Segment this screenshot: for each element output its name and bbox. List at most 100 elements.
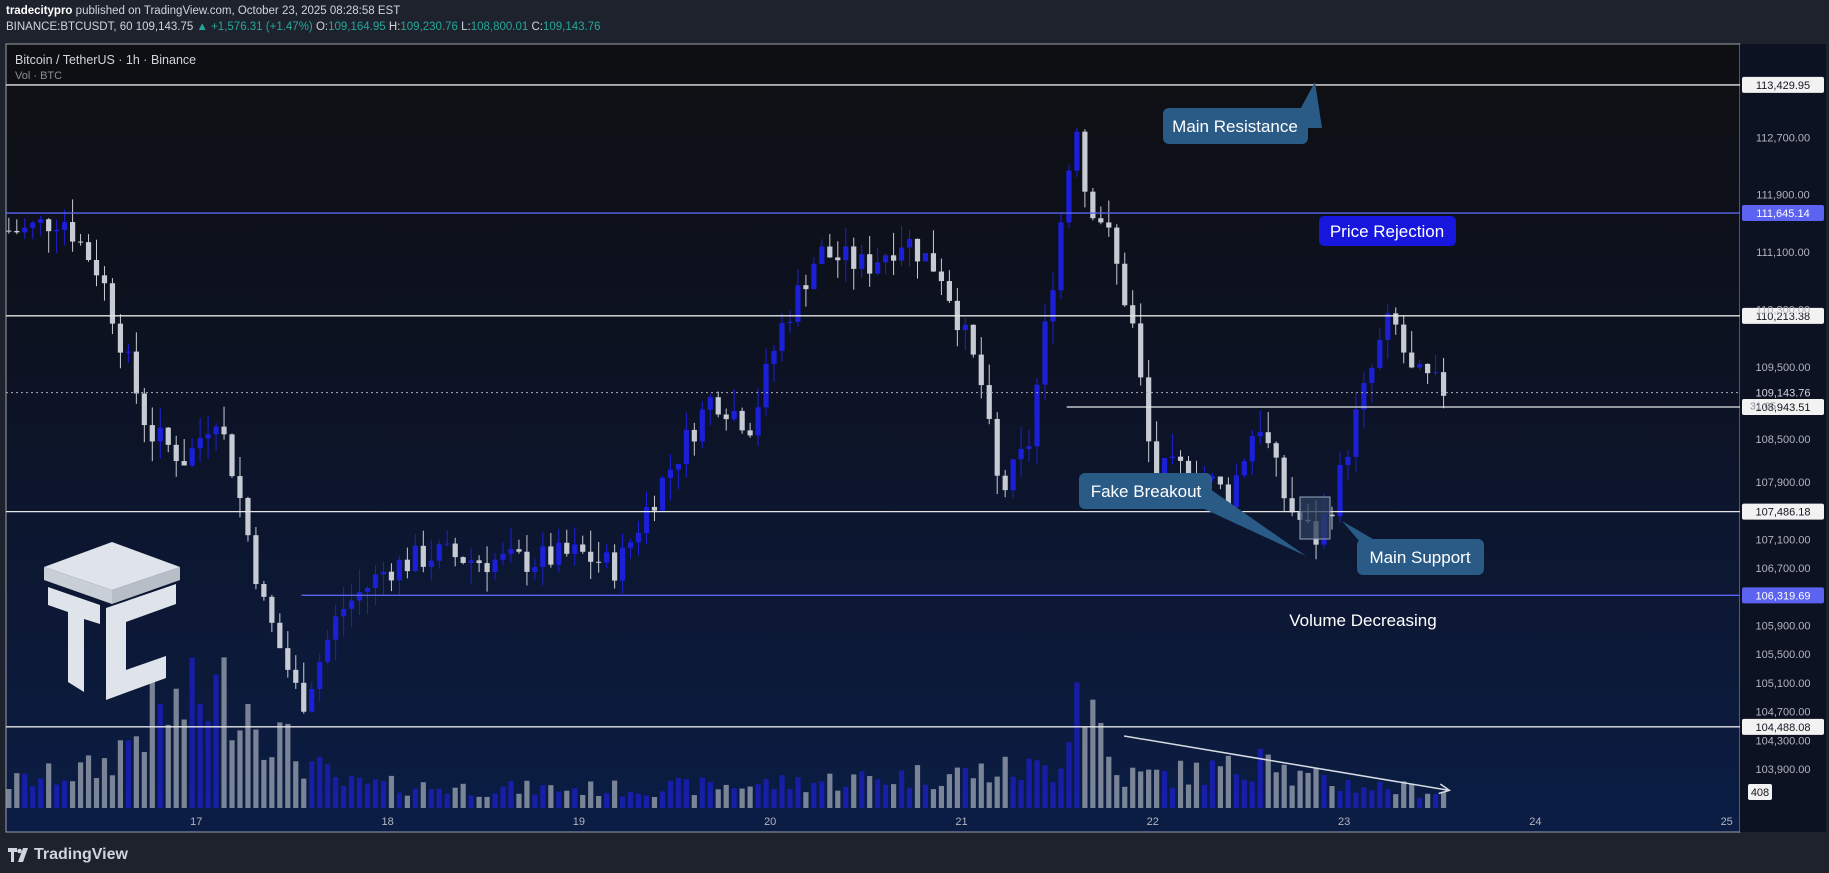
tradingview-logo[interactable]: TradingView <box>8 846 128 864</box>
volume-bar <box>229 740 235 808</box>
candle-body <box>500 553 506 560</box>
price-tick-label: 105,900.00 <box>1755 620 1810 632</box>
candle-body <box>301 682 307 712</box>
time-tick-label: 18 <box>381 816 393 828</box>
volume-bar <box>1034 760 1040 808</box>
candle-body <box>747 430 753 436</box>
volume-bar <box>380 780 387 808</box>
candle-body <box>596 561 602 563</box>
candle-body <box>309 688 315 712</box>
volume-bar <box>1321 775 1327 808</box>
candle-body <box>651 506 658 511</box>
volume-bar <box>492 793 498 808</box>
volume-bar <box>978 763 984 808</box>
candle-body <box>1425 363 1431 374</box>
candle-body <box>1417 363 1423 368</box>
volume-trendline[interactable] <box>1123 735 1452 795</box>
candle-body <box>1106 222 1112 228</box>
volume-bar <box>1090 699 1096 808</box>
volume-bar <box>914 765 921 808</box>
annotation-volume-decreasing[interactable]: Volume Decreasing <box>1289 611 1436 630</box>
candle-body <box>189 448 195 466</box>
volume-bar <box>572 788 578 808</box>
candle-body <box>14 230 20 233</box>
volume-bar <box>580 794 586 808</box>
volume-bar <box>604 793 610 808</box>
candle-body <box>1353 409 1359 457</box>
annotation-main-support[interactable]: Main Support <box>1342 521 1484 575</box>
candle-body <box>922 253 929 262</box>
volume-bar <box>755 784 761 808</box>
time-tick-label: 23 <box>1338 816 1350 828</box>
candle-body <box>237 476 243 498</box>
annotation-price-rejection[interactable]: Price Rejection <box>1319 216 1456 246</box>
volume-bar <box>372 779 379 808</box>
candle-body <box>707 397 713 410</box>
candle-body <box>1217 476 1223 485</box>
candle-body <box>875 262 881 274</box>
candle-body <box>883 255 889 263</box>
volume-bar <box>69 781 76 808</box>
candle-body <box>1225 484 1231 507</box>
candle-body <box>691 429 697 442</box>
volume-bar <box>954 767 960 808</box>
volume-bar <box>109 775 116 808</box>
high-value: 109,230.76 <box>400 21 458 33</box>
price-tick-label: 111,100.00 <box>1756 247 1809 259</box>
candle-body <box>1241 461 1247 476</box>
candle-body <box>1289 498 1295 513</box>
candle-body <box>1273 443 1279 458</box>
volume-bar <box>484 796 490 808</box>
candle-body <box>1098 218 1104 223</box>
candle-body <box>1369 367 1375 384</box>
volume-bar <box>364 783 371 808</box>
candle-body <box>739 410 745 431</box>
volume-bar <box>1297 770 1303 808</box>
candle-body <box>556 542 562 565</box>
volume-trendline-line[interactable] <box>1123 735 1450 792</box>
volume-bar <box>564 790 570 808</box>
candle-body <box>516 549 522 552</box>
annotation-fake-breakout[interactable]: Fake Breakout <box>1079 473 1331 556</box>
candle-body <box>532 567 538 572</box>
publisher-name[interactable]: tradecitypro <box>6 5 73 17</box>
volume-bar <box>779 775 785 808</box>
candle-body <box>46 219 52 232</box>
time-tick-label: 25 <box>1721 816 1733 828</box>
price-chart[interactable]: 113,429.95 111,645.14 110,213.38 108,943.51… <box>0 42 1829 836</box>
volume-bar <box>1002 756 1008 808</box>
volume-bar <box>468 795 474 808</box>
candle-body <box>962 324 968 331</box>
price-tick-label: 105,100.00 <box>1755 678 1810 690</box>
candle-body <box>492 559 498 573</box>
candle-body <box>548 546 554 565</box>
candle-body <box>380 571 387 575</box>
volume-bar <box>859 771 865 808</box>
price-tick-label: 104,700.00 <box>1755 707 1810 719</box>
volume-bar <box>731 788 737 808</box>
candle-body <box>843 246 849 261</box>
volume-bar <box>189 657 195 808</box>
candle-body <box>1042 321 1048 385</box>
volume-bar <box>476 796 482 808</box>
volume-bar <box>22 773 28 808</box>
candle-body <box>827 246 833 258</box>
candle-body <box>1337 464 1343 517</box>
volume-bar <box>556 791 562 808</box>
annotation-volume-decreasing-label: Volume Decreasing <box>1289 611 1436 630</box>
candle-body <box>157 427 163 442</box>
candle-body <box>285 648 291 670</box>
candle-body <box>325 639 331 662</box>
price-tick-label: 109,500.00 <box>1755 362 1810 374</box>
candle-body <box>1058 222 1064 291</box>
candle-body <box>181 461 187 466</box>
breakout-line-price-tag <box>1742 398 1824 415</box>
volume-bar <box>819 781 825 808</box>
volume-bar <box>1433 793 1439 808</box>
volume-bar <box>1050 782 1056 808</box>
annotation-main-resistance[interactable]: Main Resistance <box>1163 82 1322 144</box>
candle-body <box>659 477 666 511</box>
candle-body <box>149 425 155 442</box>
volume-bar <box>619 796 626 808</box>
candle-body <box>253 535 259 585</box>
